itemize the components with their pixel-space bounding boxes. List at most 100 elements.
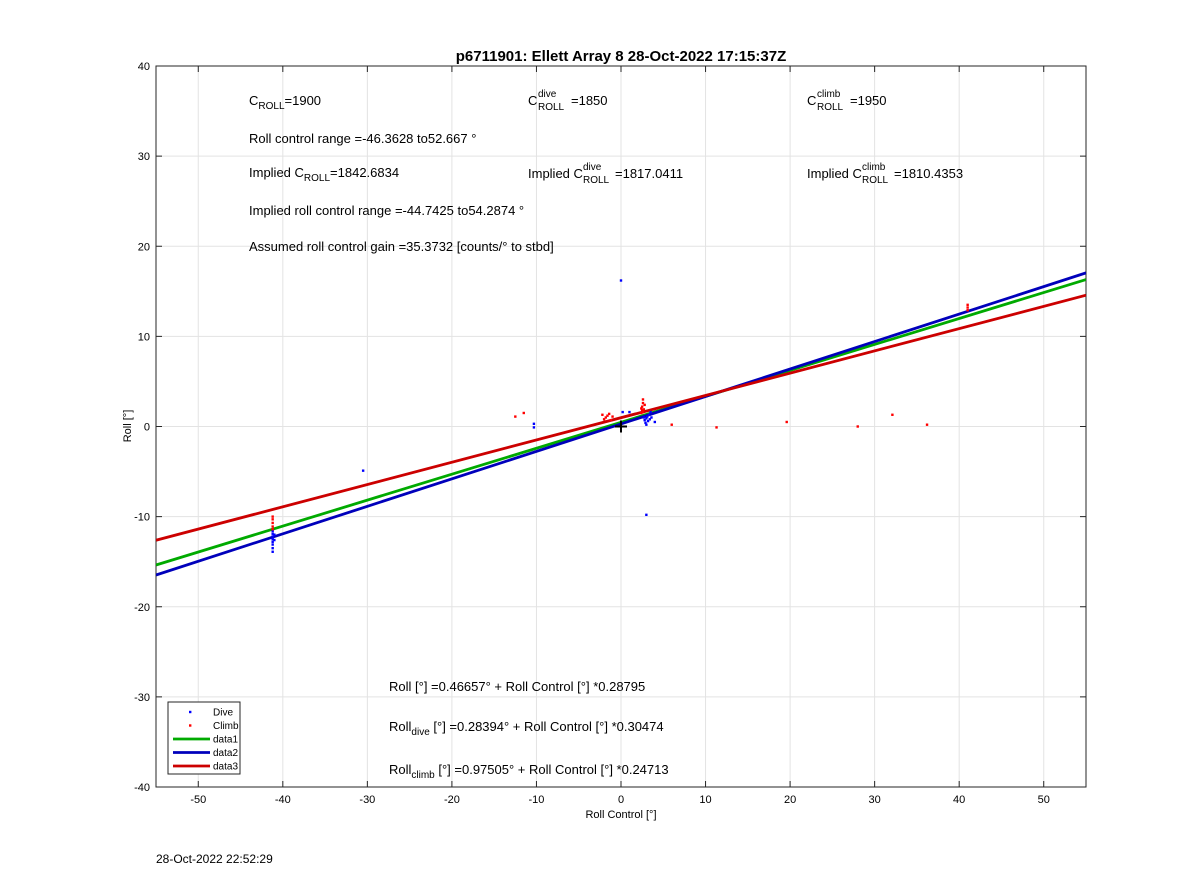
point-dive [646,419,650,423]
svg-text:ROLL: ROLL [583,175,610,186]
point-dive [649,410,652,414]
y-tick-label: -30 [134,692,150,704]
point-climb [514,415,517,418]
svg-text:=1810.4353: =1810.4353 [894,166,963,181]
legend-marker-dive [189,710,192,714]
legend-label: data3 [213,762,238,773]
point-dive [621,410,624,414]
point-dive [273,533,276,536]
y-tick-label: -10 [134,512,150,524]
point-dive [619,279,623,282]
point-dive [271,537,274,541]
point-dive [644,421,647,425]
svg-text:=1850: =1850 [571,93,608,108]
x-tick-label: -10 [529,794,545,806]
point-dive [645,513,648,517]
point-climb [640,409,644,412]
point-climb [601,413,604,416]
point-climb [271,515,274,518]
point-climb [715,426,718,429]
y-axis-label: Roll [°] [122,410,134,443]
x-tick-label: 20 [784,794,796,806]
point-climb [611,415,614,418]
svg-text:ROLL: ROLL [817,102,844,113]
point-dive [645,417,648,420]
point-climb [606,414,609,417]
point-dive [642,416,646,419]
point-climb [891,413,894,416]
point-climb [966,309,969,312]
x-tick-label: -30 [359,794,375,806]
legend-marker-climb [189,724,192,727]
svg-text:climb: climb [817,89,841,100]
point-dive [271,535,274,538]
legend: Dive Climb data1 data2 data3 [167,701,241,775]
point-climb [966,303,969,307]
svg-text:Implied C: Implied C [807,166,862,181]
point-climb [271,525,274,528]
point-climb [602,418,606,421]
implied-c-roll-climb: Implied C climb ROLL =1810.4353 [807,162,963,186]
point-dive [648,418,651,421]
svg-text:Implied C: Implied C [528,166,583,181]
point-climb [271,521,274,525]
implied-c-roll: Implied CROLL=1842.6834 [249,165,399,184]
point-dive [643,418,646,422]
legend-label: data1 [213,735,238,746]
regression-equation-dive: Rolldive [°] =0.28394° + Roll Control [°… [389,719,664,738]
svg-text:climb: climb [862,162,886,173]
y-axis-ticks: 40 30 20 10 0 -10 -20 -30 -40 [134,61,1086,794]
point-climb [785,420,788,424]
point-dive [271,546,274,550]
x-tick-label: 10 [699,794,711,806]
x-tick-label: 50 [1038,794,1050,806]
svg-text:C: C [807,93,816,108]
footer-timestamp: 28-Oct-2022 22:52:29 [156,852,273,866]
x-tick-label: -20 [444,794,460,806]
roll-control-gain: Assumed roll control gain =35.3732 [coun… [249,239,554,254]
point-dive [271,543,274,546]
legend-label: Dive [213,708,233,719]
point-dive [361,469,365,472]
x-axis-label: Roll Control [°] [585,809,656,821]
point-dive [273,538,276,542]
point-climb [642,408,646,411]
y-tick-label: 20 [138,241,150,253]
y-tick-label: 10 [138,331,150,343]
svg-text:dive: dive [583,162,602,173]
point-climb [522,411,525,415]
implied-c-roll-dive: Implied C dive ROLL =1817.0411 [528,162,683,186]
y-tick-label: 40 [138,61,150,73]
y-tick-label: 0 [144,422,150,434]
point-dive [628,410,631,414]
regression-equation-climb: Rollclimb [°] =0.97505° + Roll Control [… [389,762,669,781]
c-roll-climb-label: C climb ROLL =1950 [807,89,887,113]
point-dive [647,413,651,416]
x-tick-label: -40 [275,794,291,806]
point-climb [643,403,646,407]
y-tick-label: 30 [138,151,150,163]
point-dive [646,415,649,418]
point-climb [271,528,274,531]
y-tick-label: -20 [134,602,150,614]
point-climb [925,423,929,426]
fit-line-data3 [156,293,1086,542]
c-roll-dive-label: C dive ROLL =1850 [528,89,608,113]
legend-label: data2 [213,748,238,759]
svg-text:=1950: =1950 [850,93,887,108]
point-climb [609,418,613,422]
point-dive [271,540,274,544]
point-climb [640,405,644,408]
x-tick-label: 0 [618,794,624,806]
regression-equation-all: Roll [°] =0.46657° + Roll Control [°] *0… [389,679,645,694]
point-climb [641,410,645,414]
y-tick-label: -40 [134,782,150,794]
roll-control-range: Roll control range =-46.3628 to52.667 ° [249,131,476,146]
implied-roll-control-range: Implied roll control range =-44.7425 to5… [249,203,524,218]
chart-title: p6711901: Ellett Array 8 28-Oct-2022 17:… [456,48,786,65]
legend-label: Climb [213,721,239,732]
point-dive [271,532,274,535]
point-climb [604,416,607,419]
data-points [271,279,969,553]
